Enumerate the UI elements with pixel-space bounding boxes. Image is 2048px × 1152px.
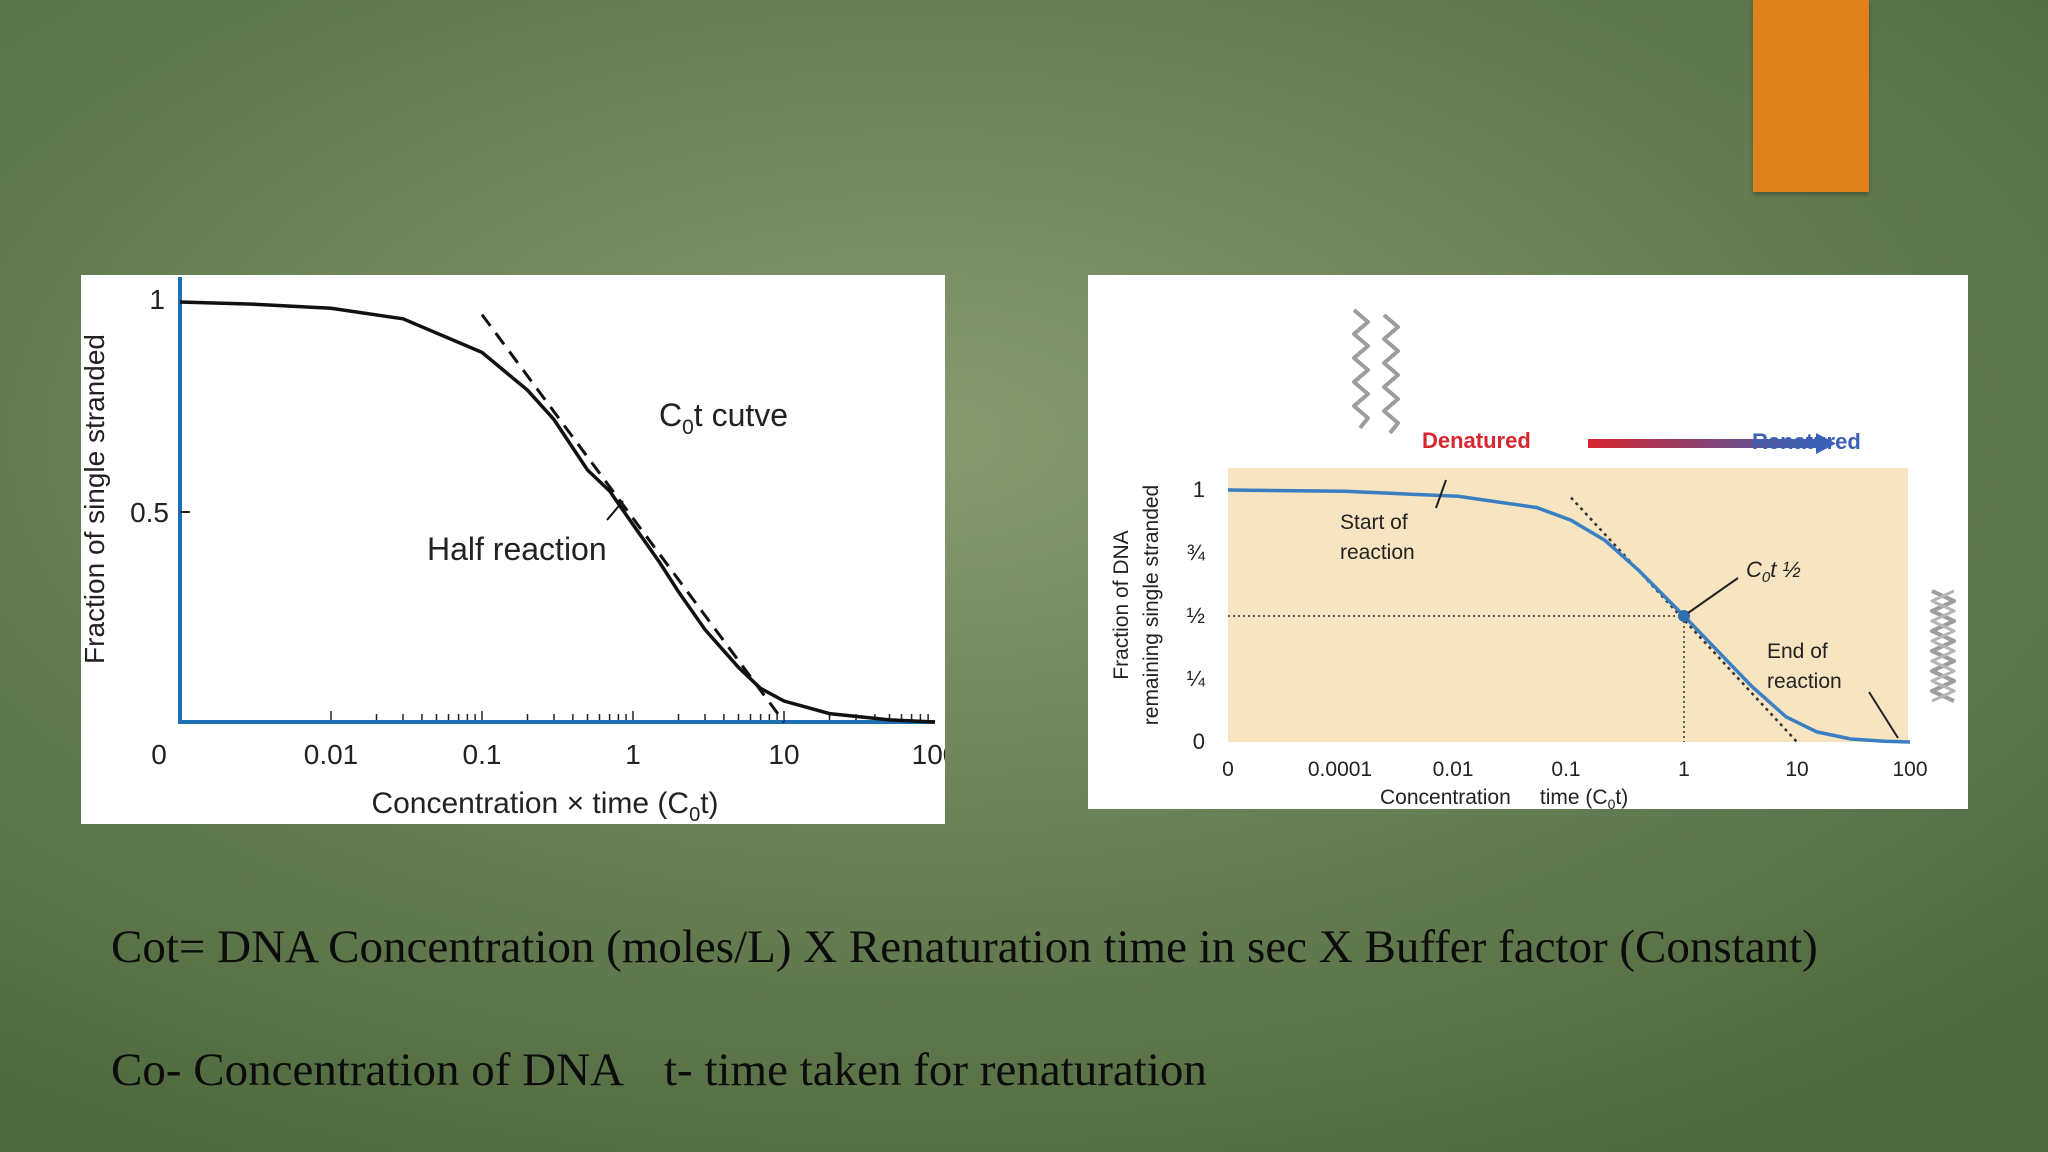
tangent-dashed-line bbox=[480, 313, 786, 723]
x-tick-label: 0.1 bbox=[463, 739, 502, 770]
x-tick-label: 100 bbox=[1892, 758, 1927, 781]
x-tick-label: 0.0001 bbox=[1308, 758, 1372, 781]
y-tick-labels: 0 ¼ ½ ¾ 1 bbox=[1187, 477, 1206, 754]
y-tick-label: 1 bbox=[1193, 477, 1205, 502]
y-tick-label: 0 bbox=[1193, 729, 1205, 754]
x-tick-label: 0.1 bbox=[1551, 758, 1580, 781]
cot-curve-label: C0t cutve bbox=[659, 397, 788, 439]
cot-formula-text: Cot= DNA Concentration (moles/L) X Renat… bbox=[111, 921, 1818, 973]
y-tick-label: ½ bbox=[1187, 603, 1205, 628]
concentration-definition: Co- Concentration of DNA bbox=[111, 1044, 624, 1096]
cot-curve-chart: 1 0.5 Fraction of single stranded 0 0.01 0… bbox=[81, 277, 945, 824]
x-tick-label: 0.01 bbox=[1433, 758, 1474, 781]
end-of-reaction-pointer bbox=[1868, 691, 1899, 739]
cot-curve-chart-panel: 1 0.5 Fraction of single stranded 0 0.01 0… bbox=[81, 275, 945, 824]
x-tick-label: 10 bbox=[1785, 758, 1808, 781]
x-tick-label: 0 bbox=[151, 739, 167, 770]
x-minor-ticks bbox=[330, 711, 929, 720]
start-of-reaction-label: Start of reaction bbox=[1340, 511, 1415, 564]
x-axis-label: Concentration × time (C0t) bbox=[371, 787, 718, 824]
y-tick-label: ¾ bbox=[1187, 540, 1206, 565]
accent-bar bbox=[1753, 0, 1869, 192]
time-definition: t- time taken for renaturation bbox=[663, 1044, 1207, 1096]
dna-renaturation-chart-panel: 0 ¼ ½ ¾ 1 Fraction of DNA remaining single st… bbox=[1088, 275, 1968, 809]
transition-arrow-head bbox=[1816, 433, 1836, 454]
cot-half-point bbox=[1678, 610, 1690, 622]
transition-arrow-shaft bbox=[1588, 439, 1818, 448]
dna-renaturation-chart: 0 ¼ ½ ¾ 1 Fraction of DNA remaining single st… bbox=[1110, 308, 1956, 809]
y-tick-label: ¼ bbox=[1187, 666, 1206, 691]
end-of-reaction-label: End of reaction bbox=[1767, 640, 1842, 693]
denatured-label: Denatured bbox=[1422, 428, 1531, 453]
x-tick-labels: 0 0.0001 0.01 0.1 1 10 100 bbox=[1222, 758, 1927, 781]
x-tick-label: 100 bbox=[912, 739, 945, 770]
y-tick-label-1: 1 bbox=[149, 284, 165, 315]
cot-curve-line bbox=[179, 300, 936, 724]
plot-area-background bbox=[1228, 468, 1908, 742]
double-helix-icon bbox=[1930, 589, 1956, 703]
renaturation-curve-line bbox=[1227, 488, 1911, 744]
half-reaction-pointer bbox=[606, 500, 624, 521]
x-tick-label: 0 bbox=[1222, 758, 1234, 781]
renatured-label: Renatured bbox=[1752, 429, 1861, 454]
start-of-reaction-pointer bbox=[1435, 479, 1447, 509]
y-tick-label-half: 0.5 bbox=[130, 497, 169, 528]
single-strand-icon bbox=[1352, 308, 1370, 430]
x-tick-label: 1 bbox=[625, 739, 641, 770]
x-tick-label: 10 bbox=[768, 739, 799, 770]
cot-half-pointer bbox=[1687, 577, 1739, 614]
x-tick-label: 0.01 bbox=[304, 739, 359, 770]
x-tick-label: 1 bbox=[1678, 758, 1690, 781]
x-axis-label: Concentration time (C0t) bbox=[1380, 786, 1628, 809]
cot-half-label: C0t ½ bbox=[1746, 557, 1801, 586]
y-axis-label: Fraction of DNA remaining single stranded bbox=[1110, 485, 1163, 725]
y-axis-label: Fraction of single stranded bbox=[81, 334, 110, 664]
x-tick-labels: 0 0.01 0.1 1 10 100 bbox=[151, 739, 945, 770]
half-reaction-label: Half reaction bbox=[427, 531, 607, 567]
single-strand-icon bbox=[1382, 313, 1400, 435]
cot-definitions-text: Co- Concentration of DNA t- time taken fo… bbox=[111, 1043, 1207, 1097]
